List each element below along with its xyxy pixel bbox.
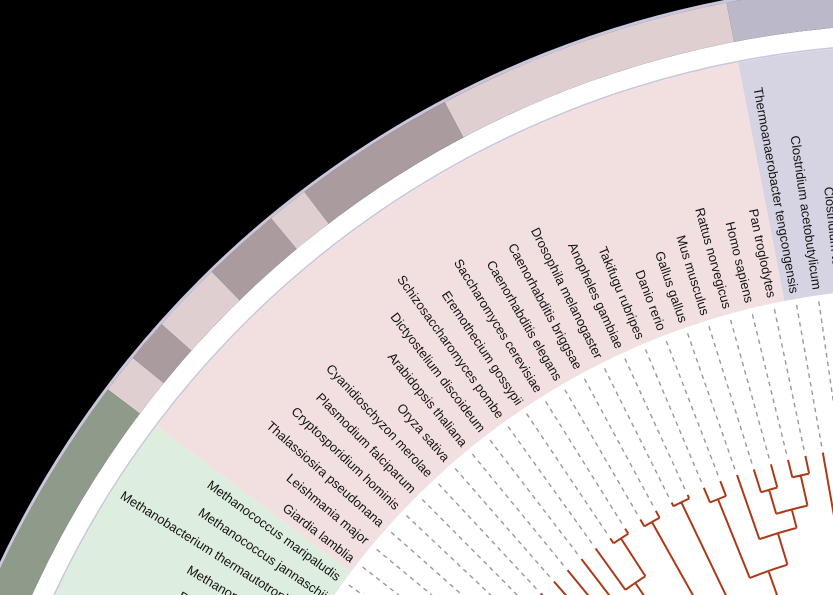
leaf-connector-dictyostelium-discoideum <box>489 439 579 556</box>
clade-wedges <box>55 48 833 595</box>
clade-wedge-eukaryota <box>156 62 785 573</box>
leaf-connector-drosophila-melanogaster <box>603 368 670 499</box>
leaf-connector-arabidopsis-thaliana <box>471 453 565 567</box>
leaf-connector-mus-musculus <box>708 326 753 465</box>
ring-segment-7 <box>107 357 164 414</box>
leaf-connector-caenorhabditis-briggsae <box>583 378 655 507</box>
ring-segment-5 <box>161 271 240 351</box>
leaf-connector-clostridium-acetobutylicum <box>818 301 833 405</box>
leaf-connector-caenorhabditis-elegans <box>564 389 639 516</box>
clade-wedge-archaea <box>55 426 351 595</box>
ring-segment-4 <box>211 218 297 301</box>
leaf-connector-thalassiosira-pseudonana <box>390 531 464 595</box>
clade-wedge-bacteria <box>738 48 833 301</box>
leaf-connector-thermoanaerobacter-tengcongensis <box>795 304 823 448</box>
leaf-connectors <box>348 301 833 595</box>
leaf-connector-saccharomyces-cerevisiae <box>545 401 624 525</box>
leaf-connector-cyanidioschyzon-merolae <box>437 483 538 591</box>
leaf-connector-rattus-norvegicus <box>729 319 771 460</box>
leaf-connector-schizosaccharomyces-pombe <box>507 426 594 545</box>
ring-segment-8 <box>0 389 140 595</box>
leaf-connector-homo-sapiens <box>751 314 788 456</box>
leaf-connector-cryptosporidium-hominis <box>405 514 492 595</box>
leaf-connector-danio-rerio <box>665 340 720 477</box>
leaf-connector-takifugu-rubripes <box>644 349 703 484</box>
leaf-connector-oryza-sativa <box>454 468 552 579</box>
leaf-connector-eremothecium-gossypii <box>526 413 608 535</box>
leaf-connector-gallus-gallus <box>686 333 736 471</box>
ring-segment-0 <box>726 0 833 42</box>
leaf-connector-anopheles-gambiae <box>624 358 687 491</box>
leaf-label-clostridium-tetani[interactable]: Clostridium tetani <box>821 186 833 288</box>
ring-segment-6 <box>132 324 192 384</box>
leaf-connector-pan-troglodytes <box>773 309 805 452</box>
tree-eukaryota <box>539 455 811 595</box>
ring-segment-2 <box>304 102 464 224</box>
ring-segment-3 <box>271 191 329 250</box>
tree-bacteria <box>821 452 833 516</box>
tree-branches <box>539 452 833 595</box>
leaf-connector-plasmodium-falciparum <box>421 498 519 595</box>
ring-segment-1 <box>444 2 735 138</box>
